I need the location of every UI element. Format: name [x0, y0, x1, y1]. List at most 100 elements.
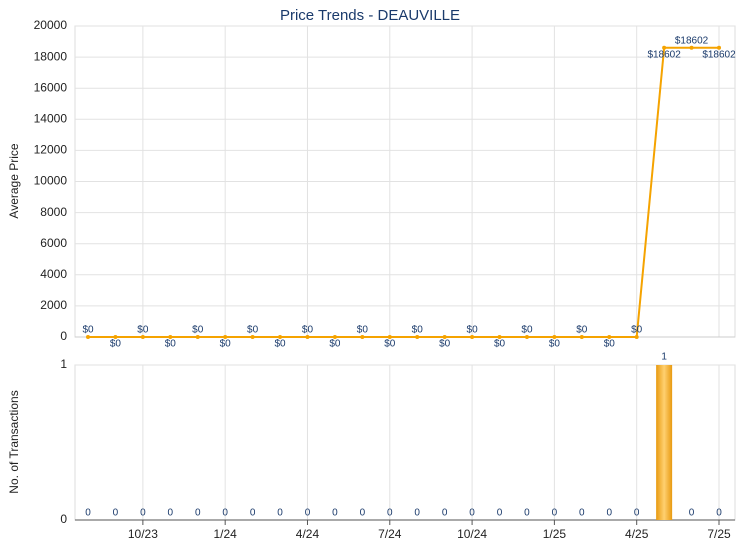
- data-label: $0: [110, 339, 122, 350]
- point: [607, 335, 612, 339]
- x-tick-label: 10/23: [128, 527, 158, 541]
- data-label: 0: [140, 508, 146, 519]
- y-tick-label: 8000: [40, 205, 67, 219]
- data-label: 0: [579, 508, 585, 519]
- y-tick-label: 20000: [34, 18, 68, 32]
- data-label: 0: [387, 508, 393, 519]
- point: [223, 335, 228, 339]
- data-label: $0: [357, 325, 369, 336]
- data-label: $0: [82, 325, 94, 336]
- data-label: $0: [137, 325, 149, 336]
- data-label: $0: [247, 325, 259, 336]
- point: [86, 335, 90, 339]
- data-label: 0: [689, 508, 695, 519]
- point: [552, 335, 557, 339]
- data-label: 0: [524, 508, 530, 519]
- y-tick-label: 4000: [40, 267, 67, 281]
- y-tick-label: 0: [60, 512, 67, 526]
- point: [168, 335, 173, 339]
- data-label: $0: [576, 325, 588, 336]
- x-tick-label: 7/25: [707, 527, 731, 541]
- data-label: $18602: [702, 49, 736, 60]
- data-label: 0: [442, 508, 448, 519]
- point: [717, 45, 721, 50]
- point: [662, 45, 667, 50]
- point: [442, 335, 447, 339]
- point: [524, 335, 529, 339]
- y-tick-label: 18000: [34, 49, 68, 63]
- y-tick-label: 10000: [34, 174, 68, 188]
- y-axis-label: Average Price: [7, 143, 21, 218]
- data-label: $0: [521, 325, 533, 336]
- data-label: $0: [329, 339, 341, 350]
- point: [497, 335, 502, 339]
- data-label: 0: [168, 508, 174, 519]
- point: [387, 335, 392, 339]
- data-label: 0: [222, 508, 228, 519]
- y-tick-label: 1: [60, 357, 67, 371]
- point: [195, 335, 200, 339]
- data-label: 1: [661, 352, 667, 363]
- data-label: $0: [494, 339, 506, 350]
- point: [579, 335, 584, 339]
- point: [470, 335, 475, 339]
- x-tick-label: 1/25: [543, 527, 567, 541]
- data-label: 0: [85, 508, 91, 519]
- plot-frame: [74, 364, 736, 521]
- point: [634, 335, 639, 339]
- point: [415, 335, 420, 339]
- y-tick-label: 6000: [40, 236, 67, 250]
- point: [689, 45, 694, 50]
- data-label: 0: [250, 508, 256, 519]
- point: [140, 335, 145, 339]
- point: [305, 335, 310, 339]
- data-label: $0: [631, 325, 643, 336]
- data-label: $0: [604, 339, 616, 350]
- data-label: 0: [360, 508, 366, 519]
- point: [250, 335, 255, 339]
- data-label: 0: [552, 508, 558, 519]
- x-tick-label: 4/25: [625, 527, 649, 541]
- data-label: $0: [274, 339, 286, 350]
- data-label: $18602: [675, 35, 709, 46]
- y-tick-label: 16000: [34, 80, 68, 94]
- data-label: 0: [606, 508, 612, 519]
- y-axis-label: No. of Transactions: [7, 390, 21, 493]
- point: [360, 335, 365, 339]
- data-label: $0: [192, 325, 204, 336]
- x-tick-label: 7/24: [378, 527, 402, 541]
- data-label: 0: [414, 508, 420, 519]
- data-label: 0: [716, 508, 722, 519]
- y-tick-label: 0: [60, 329, 67, 343]
- data-label: 0: [113, 508, 119, 519]
- data-label: 0: [305, 508, 311, 519]
- data-label: 0: [634, 508, 640, 519]
- data-label: $0: [165, 339, 177, 350]
- data-label: $0: [412, 325, 424, 336]
- y-tick-label: 14000: [34, 111, 68, 125]
- chart-title: Price Trends - DEAUVILLE: [280, 7, 460, 24]
- point: [332, 335, 337, 339]
- x-tick-label: 10/24: [457, 527, 487, 541]
- data-label: 0: [332, 508, 338, 519]
- data-label: 0: [469, 508, 475, 519]
- point: [113, 335, 118, 339]
- data-label: $18602: [647, 49, 681, 60]
- data-label: $0: [384, 339, 396, 350]
- x-tick-label: 1/24: [213, 527, 237, 541]
- data-label: 0: [277, 508, 283, 519]
- point: [278, 335, 283, 339]
- data-label: 0: [497, 508, 503, 519]
- data-label: $0: [439, 339, 451, 350]
- data-label: 0: [195, 508, 201, 519]
- x-tick-label: 4/24: [296, 527, 320, 541]
- data-label: $0: [220, 339, 232, 350]
- data-label: $0: [302, 325, 314, 336]
- data-label: $0: [467, 325, 479, 336]
- price-line: [88, 46, 719, 338]
- y-tick-label: 2000: [40, 298, 67, 312]
- data-label: $0: [549, 339, 561, 350]
- y-tick-label: 12000: [34, 143, 68, 157]
- bar: [656, 365, 673, 520]
